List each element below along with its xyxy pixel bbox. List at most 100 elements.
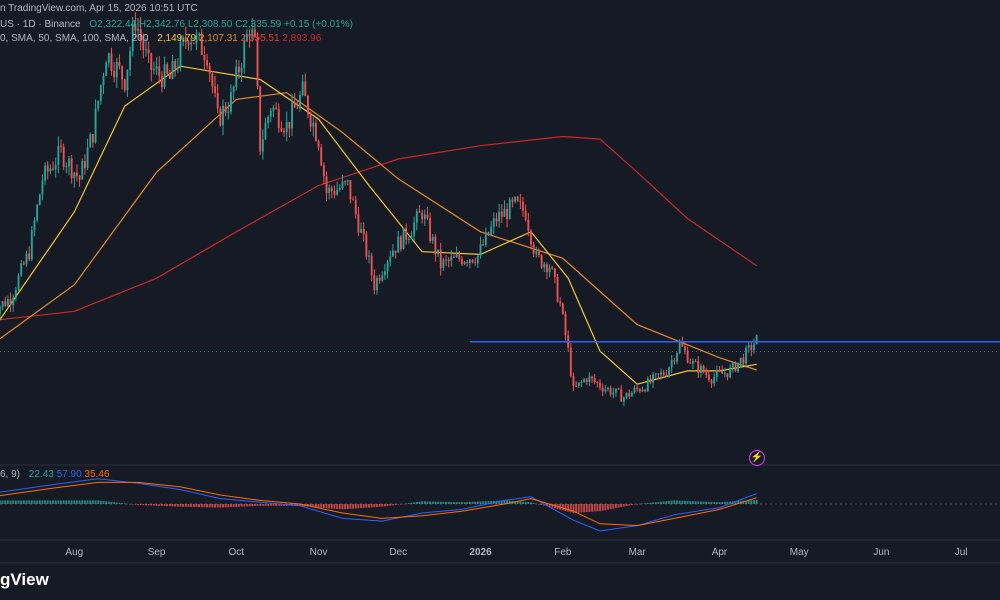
- candle-body: [657, 373, 660, 375]
- macd-histogram-bar: [94, 500, 97, 504]
- header-line-1: n TradingView.com, Apr 15, 2026 10:51 UT…: [0, 3, 198, 14]
- candle-body: [684, 346, 686, 351]
- macd-histogram-bar: [468, 501, 471, 504]
- macd-histogram-bar: [538, 504, 540, 505]
- candle-body: [599, 382, 601, 388]
- time-axis-tick-label: Jun: [873, 547, 889, 558]
- macd-histogram-bar: [718, 502, 721, 504]
- symbol-info[interactable]: US · 1D · Binance: [0, 19, 81, 30]
- macd-histogram-bar: [673, 500, 676, 504]
- candle-body: [593, 378, 596, 383]
- macd-histogram-bar: [81, 500, 84, 504]
- macd-histogram-bar: [139, 504, 142, 506]
- macd-histogram-bar: [65, 500, 68, 504]
- candle-body: [476, 255, 479, 264]
- candle-body: [4, 301, 7, 307]
- candle-body: [418, 211, 421, 213]
- candle-body: [697, 361, 700, 374]
- candle-body: [636, 387, 639, 389]
- candle-body: [243, 40, 246, 68]
- macd-histogram-bar: [426, 501, 429, 504]
- candle-body: [113, 70, 116, 78]
- macd-histogram-bar: [644, 503, 647, 504]
- candle-body: [269, 110, 272, 117]
- macd-histogram-bar: [524, 501, 527, 504]
- candle-body: [471, 259, 474, 263]
- macd-histogram-bar: [269, 504, 272, 506]
- candle-body: [46, 165, 49, 172]
- ohlc-high: H2,342.76: [138, 19, 186, 30]
- macd-histogram-bar: [30, 500, 33, 504]
- candle-body: [208, 65, 211, 74]
- macd-histogram-bar: [407, 503, 410, 504]
- macd-histogram-bar: [686, 500, 689, 504]
- lightning-icon[interactable]: ⚡: [749, 450, 765, 466]
- candle-body: [320, 147, 323, 166]
- macd-histogram-bar: [575, 504, 578, 513]
- macd-histogram-bar: [713, 501, 716, 504]
- macd-histogram-bar: [256, 504, 259, 506]
- macd-histogram-bar: [567, 504, 570, 512]
- macd-histogram-bar: [519, 501, 522, 504]
- candle-body: [78, 175, 81, 180]
- candle-body: [328, 187, 331, 193]
- candle-body: [179, 42, 182, 67]
- macd-histogram-bar: [171, 504, 174, 507]
- candle-body: [283, 131, 285, 133]
- candle-body: [437, 249, 439, 255]
- ma-legend[interactable]: 0, SMA, 50, SMA, 100, SMA, 200 2,149.79 …: [0, 33, 321, 44]
- macd-histogram-bar: [625, 504, 628, 507]
- candle-body: [76, 172, 78, 176]
- macd-histogram-bar: [737, 501, 740, 504]
- macd-histogram-bar: [389, 504, 392, 506]
- candle-body: [410, 235, 413, 239]
- macd-histogram-bar: [612, 504, 615, 509]
- candle-body: [458, 254, 461, 259]
- candle-body: [572, 375, 575, 386]
- candle-body: [214, 86, 216, 94]
- macd-histogram-bar: [692, 501, 694, 504]
- macd-histogram-bar: [490, 500, 493, 504]
- macd-histogram-bar: [261, 504, 264, 506]
- candle-body: [715, 370, 718, 377]
- candle-body: [267, 116, 270, 124]
- candle-body: [482, 244, 485, 246]
- candle-body: [41, 180, 44, 195]
- macd-histogram-bar: [182, 504, 185, 507]
- candle-body: [705, 372, 708, 375]
- candle-body: [49, 168, 52, 172]
- candle-body: [230, 92, 232, 112]
- candle-body: [508, 199, 511, 219]
- macd-histogram-bar: [200, 504, 203, 508]
- candle-body: [710, 380, 713, 384]
- macd-histogram-bar: [498, 500, 501, 504]
- candle-body: [190, 42, 193, 45]
- macd-histogram-bar: [376, 504, 378, 508]
- candle-body: [232, 86, 235, 93]
- horizontal-level-line[interactable]: [0, 341, 1000, 353]
- candle-body: [336, 189, 339, 195]
- macd-histogram-bar: [450, 501, 453, 504]
- macd-histogram-bar: [253, 504, 256, 507]
- candle-body: [596, 382, 599, 384]
- candle-body: [370, 255, 373, 276]
- candle-body: [641, 389, 644, 392]
- candle-body: [57, 145, 60, 165]
- candle-body: [139, 29, 142, 40]
- candle-body: [299, 95, 301, 109]
- candle-body: [171, 60, 174, 79]
- candle-body: [304, 81, 307, 96]
- candle-body: [609, 388, 612, 395]
- ohlc-change: +0.15 (+0.01%): [284, 19, 353, 30]
- candle-body: [426, 214, 429, 219]
- macd-histogram-bar: [91, 500, 94, 504]
- macd-histogram-bar: [447, 501, 450, 504]
- macd-legend[interactable]: 6, 9) 22.43 57.90 35.46: [0, 469, 109, 480]
- macd-histogram-bar: [461, 502, 463, 504]
- macd-histogram-bar: [354, 504, 357, 509]
- macd-histogram-bar: [163, 504, 166, 507]
- candle-body: [694, 361, 697, 363]
- candle-body: [115, 61, 118, 78]
- macd-histogram-bar: [203, 504, 206, 508]
